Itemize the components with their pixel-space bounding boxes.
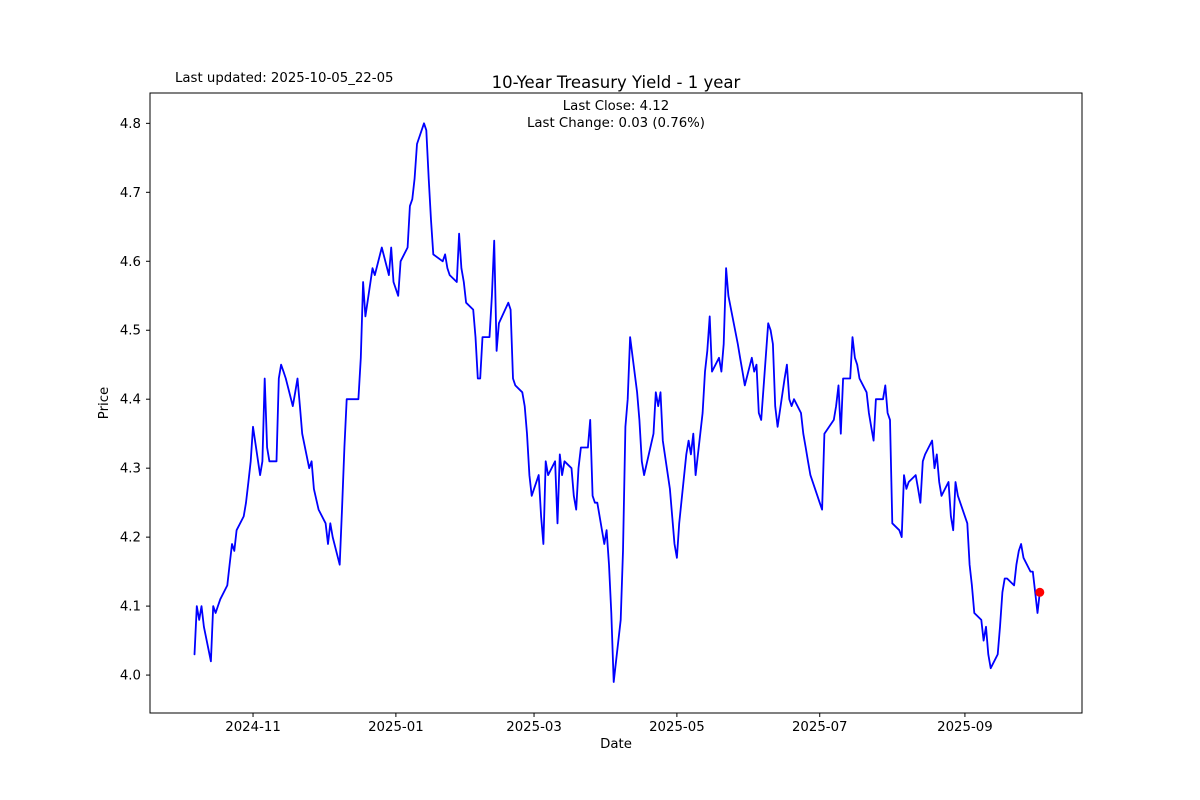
- last-close-text: Last Close: 4.12: [563, 99, 669, 114]
- last-close-marker: [1035, 587, 1045, 597]
- y-tick-label: 4.2: [120, 531, 141, 546]
- last-change-text: Last Change: 0.03 (0.76%): [527, 116, 705, 131]
- yield-line: [193, 122, 1041, 683]
- y-axis-label: Price: [97, 387, 112, 419]
- x-tick-label: 2025-05: [649, 720, 705, 735]
- x-axis-label: Date: [600, 737, 632, 752]
- x-tick-label: 2025-01: [368, 720, 424, 735]
- y-tick-label: 4.6: [120, 255, 141, 270]
- plot-border: [149, 92, 1083, 714]
- plot-content-layer: 2024-11 2025-01 2025-03 2025-05 2025-07 2025-…: [120, 117, 1045, 735]
- x-tick-label: 2024-11: [225, 720, 281, 735]
- last-updated-text: Last updated: 2025-10-05_22-05: [175, 71, 393, 86]
- x-tick-label: 2025-07: [792, 720, 848, 735]
- y-tick-label: 4.4: [120, 393, 141, 408]
- y-tick-label: 4.3: [120, 462, 141, 477]
- y-tick-label: 4.5: [120, 324, 141, 339]
- y-tick-label: 4.7: [120, 186, 141, 201]
- chart-title: 10-Year Treasury Yield - 1 year: [492, 73, 741, 92]
- y-tick-label: 4.8: [120, 117, 141, 132]
- x-tick-label: 2025-03: [506, 720, 562, 735]
- x-tick-label: 2025-09: [937, 720, 993, 735]
- y-tick-label: 4.0: [120, 669, 141, 684]
- y-tick-label: 4.1: [120, 600, 141, 615]
